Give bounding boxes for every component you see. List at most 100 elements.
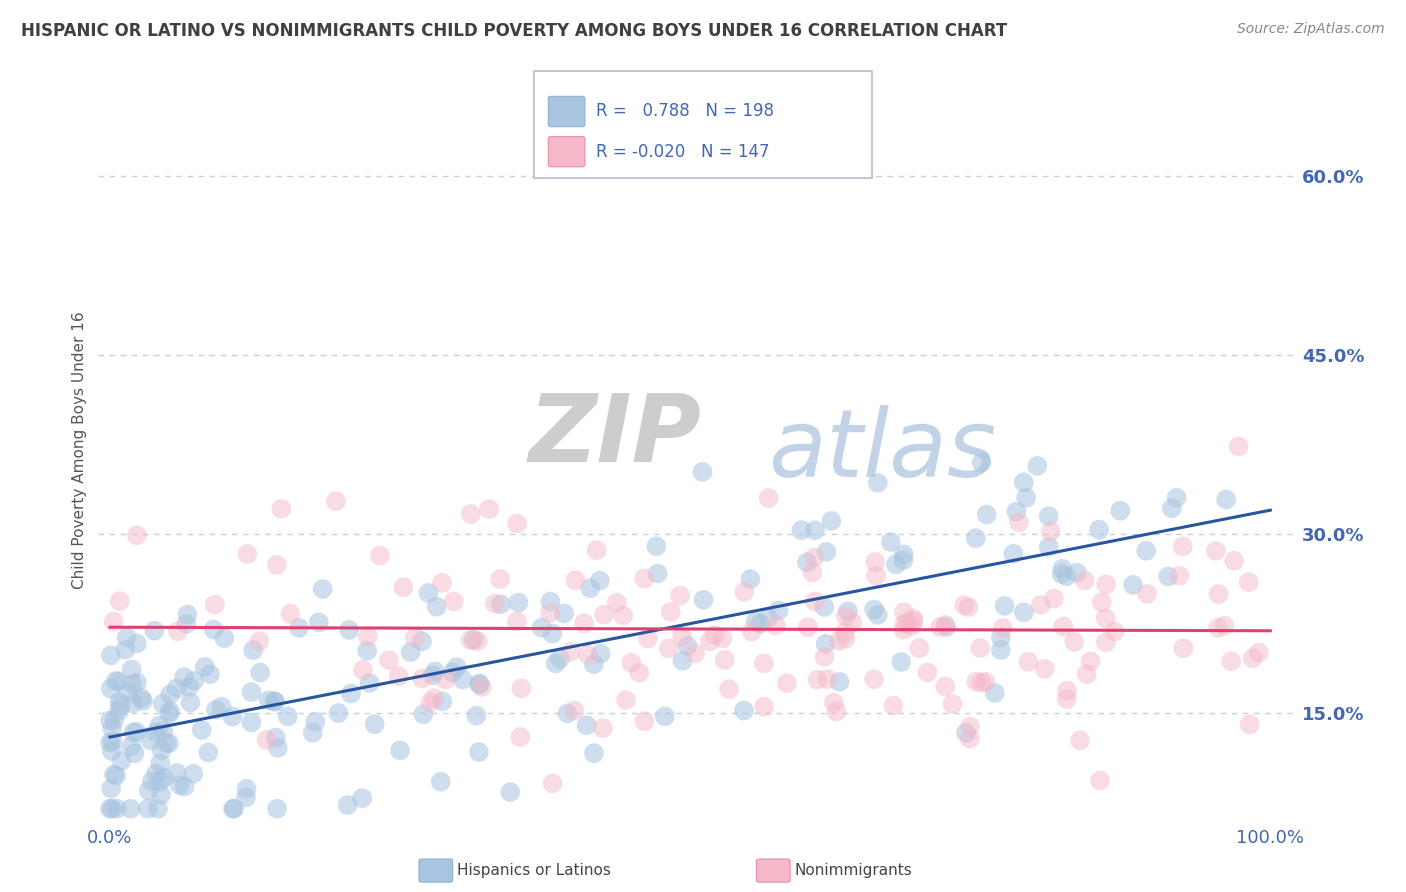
Point xyxy=(270,501,292,516)
Point xyxy=(893,623,915,637)
Text: Source: ZipAtlas.com: Source: ZipAtlas.com xyxy=(1237,22,1385,37)
Point xyxy=(990,643,1012,657)
Point xyxy=(103,615,125,629)
Point xyxy=(733,704,755,718)
Point xyxy=(976,508,998,522)
Point xyxy=(412,707,434,722)
Point xyxy=(489,597,512,611)
Point xyxy=(589,647,612,661)
Point xyxy=(340,686,363,700)
Point xyxy=(429,774,451,789)
Point xyxy=(974,674,997,689)
Point xyxy=(1160,501,1182,516)
Point xyxy=(538,606,561,620)
Point xyxy=(1239,717,1261,731)
Point xyxy=(744,615,766,629)
Point xyxy=(506,615,529,629)
Point xyxy=(489,572,512,586)
Point xyxy=(865,568,887,582)
Point xyxy=(589,574,612,588)
Point xyxy=(592,721,614,735)
Point xyxy=(308,615,330,630)
Point xyxy=(157,706,180,721)
Point xyxy=(1017,655,1039,669)
Point xyxy=(152,697,174,711)
Point xyxy=(1066,566,1088,580)
Point xyxy=(194,660,217,674)
Point xyxy=(633,571,655,585)
Point xyxy=(815,545,838,559)
Point xyxy=(419,696,441,710)
Point xyxy=(108,704,131,718)
Point xyxy=(776,676,799,690)
Point xyxy=(150,743,173,757)
Point xyxy=(121,696,143,710)
Point xyxy=(765,618,787,632)
Text: R = -0.020   N = 147: R = -0.020 N = 147 xyxy=(596,143,769,161)
Point xyxy=(1173,641,1195,656)
Point xyxy=(114,642,136,657)
Point xyxy=(815,672,838,686)
Point xyxy=(1136,587,1159,601)
Point xyxy=(557,706,579,721)
Point xyxy=(1012,605,1035,619)
Point xyxy=(1039,524,1062,539)
Point xyxy=(1215,492,1237,507)
Point xyxy=(1015,491,1038,505)
Point xyxy=(671,654,693,668)
Point xyxy=(141,774,163,789)
Point xyxy=(98,736,121,750)
Point xyxy=(934,680,956,694)
Point xyxy=(1220,654,1243,668)
Point xyxy=(240,685,263,699)
Point xyxy=(934,618,956,632)
Point xyxy=(176,607,198,622)
Point xyxy=(120,739,142,753)
Point xyxy=(676,639,699,653)
Point xyxy=(122,725,145,739)
Point xyxy=(422,668,444,682)
Point xyxy=(100,681,122,696)
Point xyxy=(484,597,506,611)
Text: R =   0.788   N = 198: R = 0.788 N = 198 xyxy=(596,103,775,120)
Point xyxy=(1237,575,1260,590)
Point xyxy=(562,704,585,718)
Point xyxy=(965,531,987,545)
Point xyxy=(277,709,299,723)
Point xyxy=(337,623,360,637)
Point xyxy=(138,783,160,797)
Point xyxy=(711,632,734,646)
Point xyxy=(823,696,845,710)
Point xyxy=(446,660,468,674)
Point xyxy=(509,730,531,744)
Point xyxy=(797,620,820,634)
Point xyxy=(155,736,177,750)
Point xyxy=(579,581,602,595)
Point xyxy=(125,636,148,650)
Point xyxy=(959,731,981,746)
Point xyxy=(468,676,491,690)
Point xyxy=(1002,547,1025,561)
Point xyxy=(893,605,915,619)
Point xyxy=(197,746,219,760)
Point xyxy=(508,596,530,610)
Point xyxy=(825,705,848,719)
Point xyxy=(506,516,529,531)
Point xyxy=(880,535,903,549)
Point xyxy=(1012,475,1035,490)
Point xyxy=(146,802,169,816)
Point xyxy=(752,657,775,671)
Point xyxy=(1008,516,1031,530)
Point xyxy=(1056,683,1078,698)
Point xyxy=(1080,654,1102,668)
Point xyxy=(1122,578,1144,592)
Text: Hispanics or Latinos: Hispanics or Latinos xyxy=(457,863,610,878)
Point xyxy=(235,781,257,796)
Point xyxy=(352,663,374,677)
Point xyxy=(538,594,561,608)
Point xyxy=(125,675,148,690)
Point xyxy=(741,624,763,639)
Point xyxy=(970,455,993,469)
Point xyxy=(654,709,676,723)
Point xyxy=(970,675,993,690)
